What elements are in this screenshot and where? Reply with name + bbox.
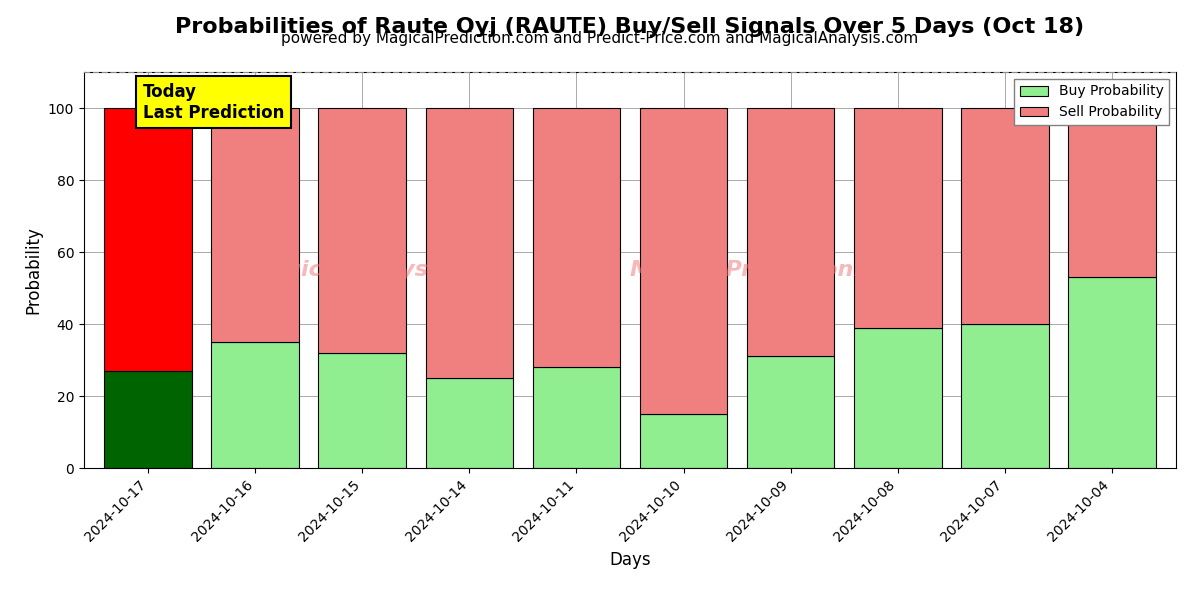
Bar (318, 353, 407, 468)
Bar (533, 367, 620, 468)
Legend: Buy Probability, Sell Probability: Buy Probability, Sell Probability (1014, 79, 1169, 125)
Title: Probabilities of Raute Oyj (RAUTE) Buy/Sell Signals Over 5 Days (Oct 18): Probabilities of Raute Oyj (RAUTE) Buy/S… (175, 17, 1085, 37)
Bar (961, 324, 1049, 468)
Bar (640, 108, 727, 414)
Bar (1068, 277, 1156, 468)
Bar (533, 108, 620, 367)
X-axis label: Days: Days (610, 551, 650, 569)
Bar (318, 108, 407, 353)
Bar (104, 371, 192, 468)
Bar (104, 108, 192, 371)
Bar (211, 342, 299, 468)
Bar (1068, 108, 1156, 277)
Bar (640, 414, 727, 468)
Text: MagicalAnalysis.com: MagicalAnalysis.com (248, 260, 509, 280)
Bar (746, 108, 834, 356)
Bar (853, 108, 942, 328)
Text: powered by MagicalPrediction.com and Predict-Price.com and MagicalAnalysis.com: powered by MagicalPrediction.com and Pre… (281, 31, 919, 46)
Bar (426, 378, 514, 468)
Text: MagicalPrediction.com: MagicalPrediction.com (630, 260, 914, 280)
Y-axis label: Probability: Probability (24, 226, 42, 314)
Text: Today
Last Prediction: Today Last Prediction (143, 83, 284, 122)
Bar (853, 328, 942, 468)
Bar (746, 356, 834, 468)
Bar (961, 108, 1049, 324)
Bar (211, 108, 299, 342)
Bar (426, 108, 514, 378)
